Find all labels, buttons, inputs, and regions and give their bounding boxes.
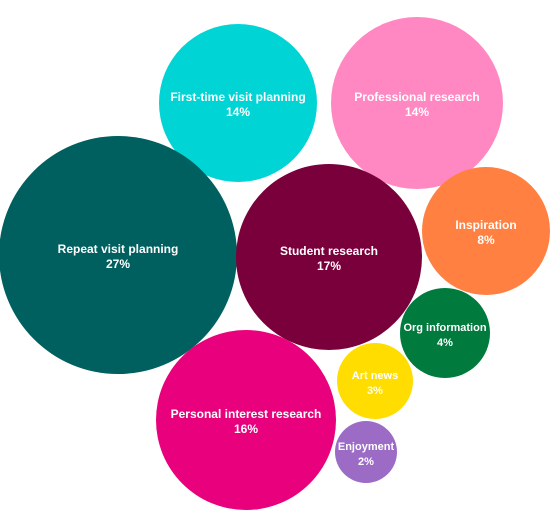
- bubble-circle: [337, 343, 413, 419]
- bubble-value-label: 3%: [367, 385, 383, 397]
- bubble-circle: [159, 24, 317, 182]
- bubble-circle: [236, 164, 422, 350]
- bubble-label: Repeat visit planning: [58, 242, 179, 256]
- bubble-value-label: 2%: [358, 456, 374, 468]
- bubble-circle: [0, 136, 237, 374]
- bubble-org-information: Org information 4%: [400, 288, 490, 378]
- bubble-value-label: 14%: [226, 105, 250, 119]
- bubble-label: Student research: [280, 244, 378, 258]
- bubble-label: First-time visit planning: [170, 90, 305, 104]
- bubble-label: Enjoyment: [338, 441, 395, 453]
- bubble-label: Art news: [352, 370, 398, 382]
- bubble-circle: [156, 330, 336, 510]
- bubble-label: Professional research: [354, 90, 479, 104]
- bubble-label: Inspiration: [455, 218, 516, 232]
- bubble-circle: [400, 288, 490, 378]
- bubble-value-label: 17%: [317, 259, 341, 273]
- bubble-value-label: 16%: [234, 422, 258, 436]
- bubble-label: Personal interest research: [171, 407, 322, 421]
- bubble-value-label: 14%: [405, 105, 429, 119]
- bubble-art-news: Art news 3%: [337, 343, 413, 419]
- bubble-circle: [422, 167, 550, 295]
- bubble-value-label: 4%: [437, 337, 453, 349]
- bubble-value-label: 27%: [106, 257, 130, 271]
- bubble-enjoyment: Enjoyment 2%: [335, 421, 397, 483]
- bubble-label: Org information: [403, 322, 486, 334]
- bubble-value-label: 8%: [477, 233, 495, 247]
- bubble-circle: [331, 17, 503, 189]
- bubble-circle: [335, 421, 397, 483]
